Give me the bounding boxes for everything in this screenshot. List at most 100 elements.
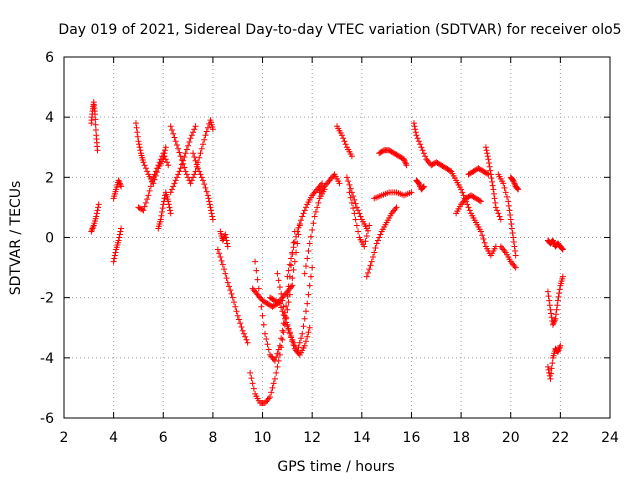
- data-point: [275, 299, 282, 306]
- data-point: [549, 360, 556, 367]
- data-point: [118, 225, 125, 232]
- data-point: [296, 339, 303, 346]
- data-point: [257, 294, 264, 301]
- data-point: [553, 311, 560, 318]
- data-point: [181, 154, 188, 161]
- data-point: [460, 192, 467, 199]
- data-point: [190, 150, 197, 157]
- data-point: [110, 258, 117, 265]
- data-point: [227, 287, 234, 294]
- series-t19c: [497, 243, 519, 271]
- data-point: [357, 213, 364, 220]
- data-point: [207, 204, 214, 211]
- data-point: [221, 266, 228, 273]
- data-point: [509, 229, 516, 236]
- series-t16b: [413, 177, 427, 193]
- data-point: [116, 234, 123, 241]
- y-tick-label: 2: [45, 170, 54, 186]
- data-point: [514, 185, 521, 192]
- data-point: [197, 171, 204, 178]
- data-point: [188, 132, 195, 139]
- data-point: [557, 342, 564, 349]
- data-point: [201, 136, 208, 143]
- data-point: [408, 189, 415, 196]
- data-point: [279, 297, 286, 304]
- data-point: [223, 237, 230, 244]
- data-point: [465, 204, 472, 211]
- series-t3b: [88, 201, 102, 235]
- data-point: [141, 203, 148, 210]
- chart-title: Day 019 of 2021, Sidereal Day-to-day VTE…: [58, 22, 621, 38]
- data-point: [264, 341, 271, 348]
- series-t21b: [544, 273, 566, 328]
- data-point: [496, 213, 503, 220]
- data-point: [89, 225, 96, 232]
- data-point: [203, 128, 210, 135]
- data-point: [165, 201, 172, 208]
- data-point: [306, 324, 313, 331]
- data-point: [276, 300, 283, 307]
- y-ticks: -6 -4 -2 0 2 4 6: [40, 50, 610, 427]
- data-point: [489, 182, 496, 189]
- data-point: [544, 288, 551, 295]
- data-point: [304, 300, 311, 307]
- x-tick-label: 6: [159, 430, 168, 446]
- data-point: [162, 144, 169, 151]
- data-point: [151, 171, 158, 178]
- data-point: [464, 201, 471, 208]
- data-point: [376, 234, 383, 241]
- x-tick-label: 22: [551, 430, 569, 446]
- y-tick-label: -6: [40, 411, 54, 427]
- data-point: [167, 123, 174, 130]
- data-point: [231, 299, 238, 306]
- data-point: [361, 243, 368, 250]
- data-point: [299, 330, 306, 337]
- x-tick-label: 4: [109, 430, 118, 446]
- data-point: [411, 123, 418, 130]
- data-point: [162, 147, 169, 154]
- data-point: [202, 132, 209, 139]
- data-point: [420, 183, 427, 190]
- data-point: [271, 357, 278, 364]
- data-point: [146, 187, 153, 194]
- series-t14a: [363, 204, 400, 280]
- data-point: [356, 210, 363, 217]
- data-point: [486, 160, 493, 167]
- data-point: [284, 321, 291, 328]
- x-tick-label: 16: [403, 430, 421, 446]
- data-point: [555, 293, 562, 300]
- data-point: [132, 120, 139, 127]
- x-ticks: 2 4 6 8 10 12 14 16 18 20 22 24: [60, 57, 619, 446]
- data-point: [191, 171, 198, 178]
- series-t11a: [284, 180, 326, 280]
- data-point: [302, 338, 309, 345]
- y-tick-label: 0: [45, 231, 54, 247]
- series-t8b: [217, 228, 231, 250]
- data-point: [403, 162, 410, 169]
- data-point: [480, 236, 487, 243]
- data-point: [188, 177, 195, 184]
- data-point: [559, 245, 566, 252]
- data-point: [487, 171, 494, 178]
- data-point: [307, 273, 314, 280]
- data-point: [338, 132, 345, 139]
- data-point: [412, 129, 419, 136]
- data-point: [235, 316, 242, 323]
- data-point: [149, 178, 156, 185]
- data-point: [302, 263, 309, 270]
- data-point: [294, 348, 301, 355]
- data-point: [466, 207, 473, 214]
- data-point: [486, 163, 493, 170]
- data-point: [410, 120, 417, 127]
- y-tick-label: 4: [45, 110, 54, 126]
- y-axis-label: SDTVAR / TECUs: [8, 181, 24, 296]
- data-point: [506, 207, 513, 214]
- data-point: [222, 270, 229, 277]
- x-tick-label: 10: [254, 430, 272, 446]
- data-point: [158, 212, 165, 219]
- data-point: [147, 183, 154, 190]
- data-point: [289, 249, 296, 256]
- data-point: [306, 240, 313, 247]
- data-point: [285, 267, 292, 274]
- data-point: [134, 129, 141, 136]
